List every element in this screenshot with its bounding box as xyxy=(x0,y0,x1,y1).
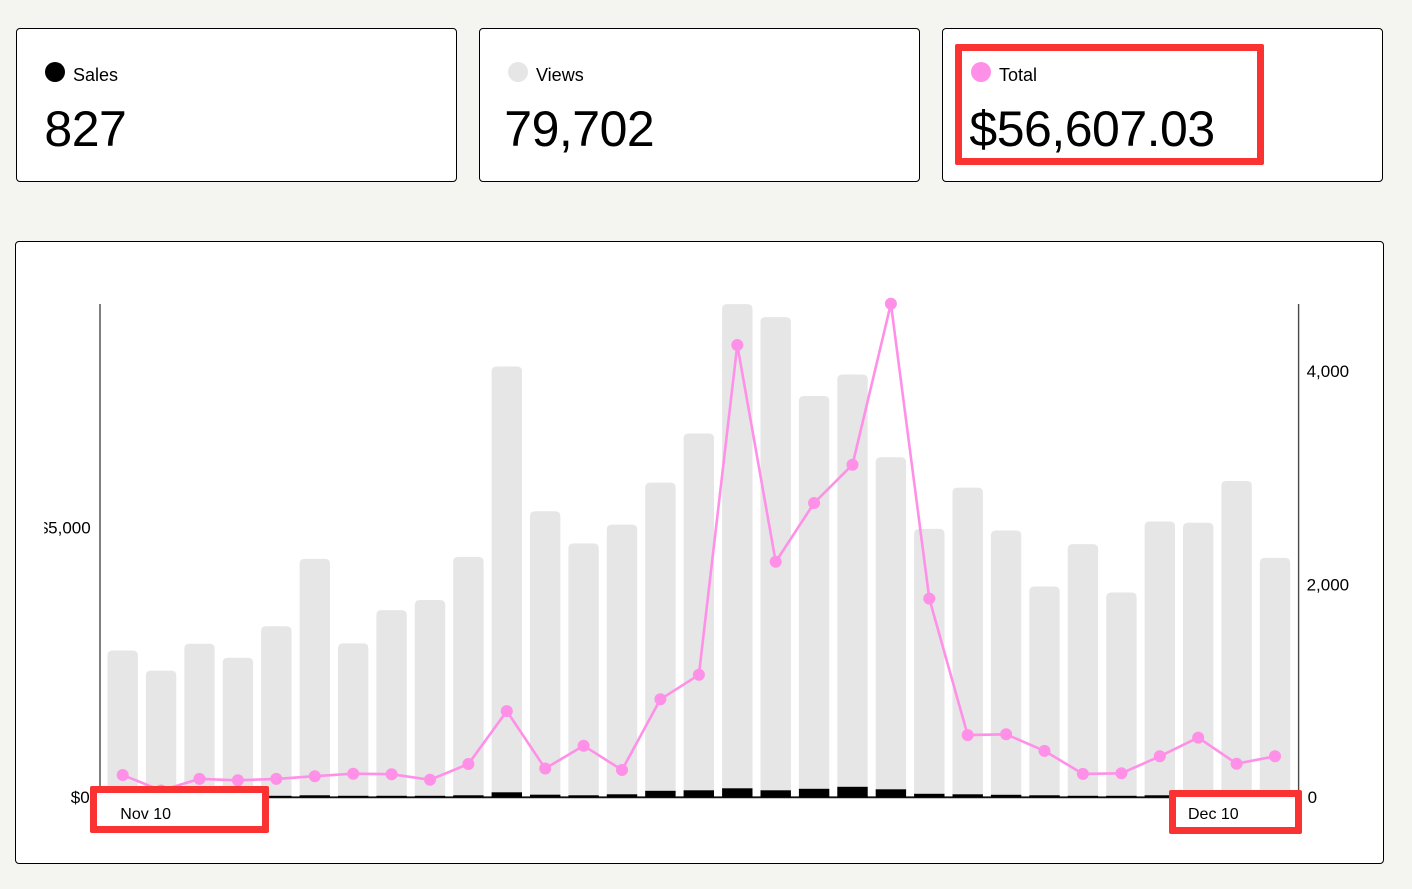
svg-text:0: 0 xyxy=(1308,788,1317,807)
svg-text:$5,000: $5,000 xyxy=(39,519,91,538)
svg-text:4,000: 4,000 xyxy=(1307,362,1350,381)
svg-text:$0: $0 xyxy=(71,788,90,807)
svg-text:2,000: 2,000 xyxy=(1307,576,1350,595)
